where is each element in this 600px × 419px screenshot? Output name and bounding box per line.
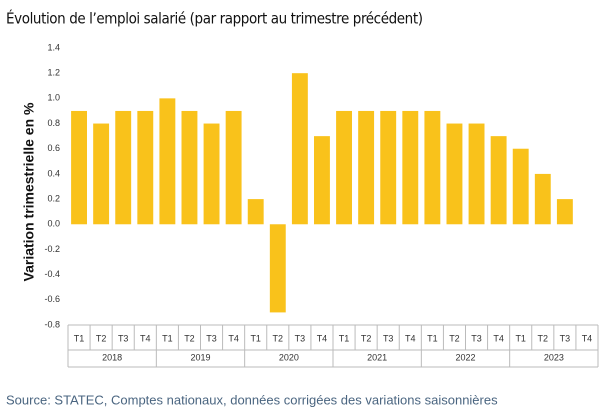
- y-tick-label: -0.8: [44, 319, 60, 329]
- x-tick-label: T3: [118, 333, 129, 343]
- bar: [380, 110, 397, 225]
- bar: [159, 98, 176, 225]
- bar: [358, 110, 375, 225]
- y-tick-label: 0.6: [47, 143, 60, 153]
- bar: [446, 123, 463, 225]
- bar: [512, 148, 529, 225]
- bar: [402, 110, 419, 225]
- x-tick-label: T2: [184, 333, 195, 343]
- bar: [115, 110, 132, 225]
- y-tick-label: 1.4: [47, 42, 60, 52]
- y-tick-label: 1.0: [47, 93, 60, 103]
- y-tick-label: 0.8: [47, 118, 60, 128]
- y-tick-label: 0.4: [47, 168, 60, 178]
- x-tick-label: T2: [361, 333, 372, 343]
- bar: [314, 136, 330, 225]
- bar: [468, 123, 485, 225]
- x-tick-label: T3: [206, 333, 217, 343]
- x-tick-label: T2: [449, 333, 460, 343]
- bar: [93, 123, 110, 225]
- bar: [137, 110, 154, 225]
- bar: [490, 136, 507, 225]
- chart-title: Évolution de l’emploi salarié (par rappo…: [6, 9, 423, 28]
- y-tick-label: 0.2: [47, 193, 60, 203]
- x-tick-label: T4: [317, 333, 328, 343]
- source: Source: STATEC, Comptes nationaux, donné…: [6, 392, 498, 407]
- bar: [247, 199, 264, 225]
- bar: [534, 173, 551, 225]
- x-tick-label: T1: [515, 333, 526, 343]
- x-tick-label: T2: [96, 333, 107, 343]
- y-axis-label: Variation trimestrielle en %: [21, 102, 37, 282]
- x-tick-label: T1: [162, 333, 173, 343]
- y-tick-label: 0.0: [47, 219, 60, 229]
- x-tick-label: T3: [383, 333, 394, 343]
- bar: [424, 110, 441, 225]
- x-tick-label: T1: [74, 333, 85, 343]
- x-tick-label: T4: [140, 333, 151, 343]
- y-tick-label: -0.4: [44, 269, 60, 279]
- x-tick-label: T4: [582, 333, 593, 343]
- x-group-label: 2023: [544, 352, 564, 362]
- bar: [203, 123, 220, 225]
- bar: [336, 110, 352, 225]
- x-tick-label: T4: [493, 333, 504, 343]
- y-tick-label: -0.6: [44, 294, 60, 304]
- x-group-label: 2020: [279, 352, 299, 362]
- bar: [225, 110, 242, 225]
- bar: [181, 110, 198, 225]
- y-tick-label: -0.2: [44, 244, 60, 254]
- bar: [71, 110, 87, 225]
- bar: [291, 73, 308, 225]
- bar: [269, 224, 286, 313]
- x-group-label: 2019: [190, 352, 210, 362]
- x-tick-label: T2: [538, 333, 549, 343]
- y-tick-label: 1.2: [47, 68, 60, 78]
- x-tick-label: T3: [471, 333, 482, 343]
- x-tick-label: T1: [427, 333, 438, 343]
- x-tick-label: T1: [250, 333, 261, 343]
- x-group-label: 2018: [102, 352, 122, 362]
- x-tick-label: T2: [273, 333, 284, 343]
- x-group-label: 2021: [367, 352, 387, 362]
- x-group-label: 2022: [455, 352, 475, 362]
- x-tick-label: T4: [228, 333, 239, 343]
- x-tick-label: T4: [405, 333, 416, 343]
- x-tick-label: T1: [339, 333, 350, 343]
- x-tick-label: T3: [560, 333, 571, 343]
- bar: [556, 199, 573, 225]
- x-tick-label: T3: [295, 333, 306, 343]
